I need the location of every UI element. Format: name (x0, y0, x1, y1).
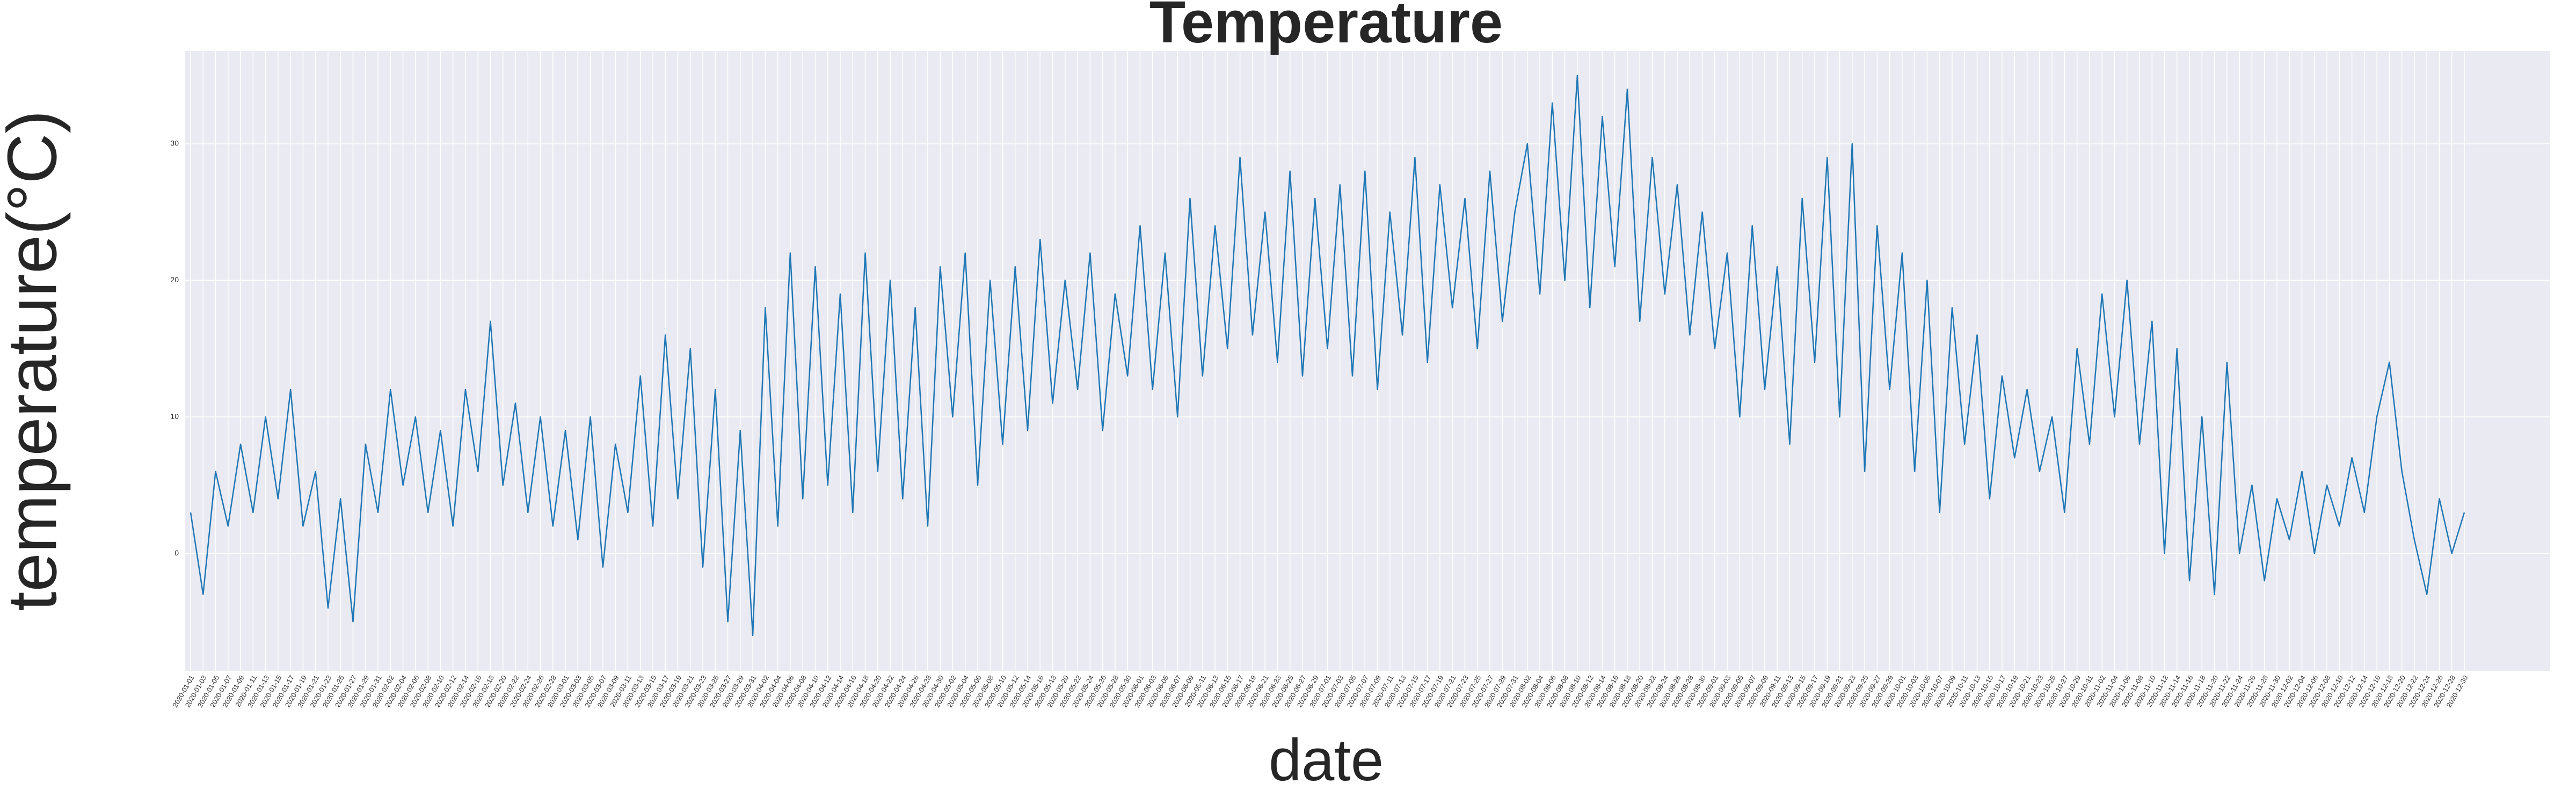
y-tick-label: 0 (174, 548, 179, 557)
plot-background (185, 51, 2550, 671)
x-axis-label: date (1269, 727, 1384, 793)
y-tick-label: 10 (170, 412, 179, 421)
line (190, 75, 2465, 636)
y-tick-label: 30 (170, 139, 179, 148)
y-tick-label: 20 (170, 275, 179, 284)
y-axis-label: temperature(°C) (0, 110, 71, 611)
chart-title: Temperature (1149, 0, 1503, 55)
grid (185, 51, 2550, 671)
